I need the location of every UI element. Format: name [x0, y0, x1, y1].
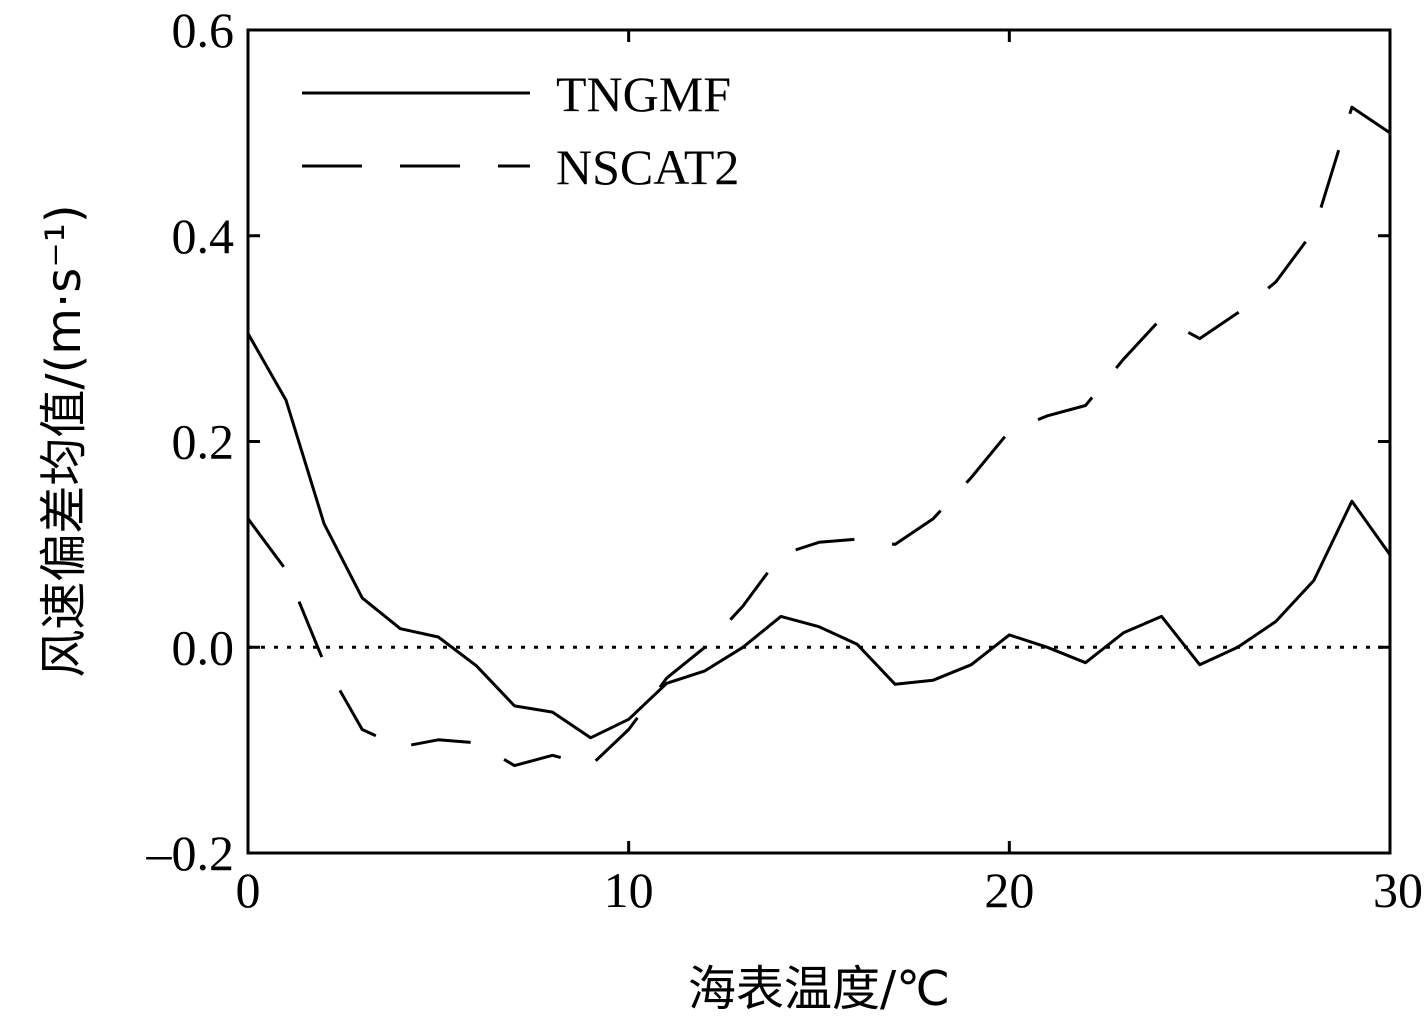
series-line-tngmf — [248, 334, 1390, 738]
x-tick-label: 0 — [236, 862, 261, 918]
plot-frame — [248, 30, 1390, 853]
y-tick-label: 0.2 — [172, 414, 235, 470]
x-tick-label: 30 — [1373, 862, 1423, 918]
x-tick-label: 20 — [984, 862, 1034, 918]
y-axis-title: 风速偏差均值/(m·s⁻¹) — [36, 204, 92, 677]
y-tick-label: –0.2 — [146, 825, 235, 881]
series — [248, 107, 1390, 765]
y-tick-label: 0.4 — [172, 208, 235, 264]
legend-label-nscat2: NSCAT2 — [556, 139, 739, 195]
y-tick-label: 0.6 — [172, 2, 235, 58]
legend: TNGMF NSCAT2 — [302, 66, 739, 195]
y-tick-label: 0.0 — [172, 619, 235, 675]
legend-label-tngmf: TNGMF — [556, 66, 731, 122]
series-line-nscat2 — [248, 107, 1390, 765]
x-axis-title: 海表温度/℃ — [688, 961, 950, 1017]
x-tick-label: 10 — [604, 862, 654, 918]
ticks: 0 10 20 30 –0.2 0.0 0.2 0.4 0.6 — [146, 2, 1424, 918]
